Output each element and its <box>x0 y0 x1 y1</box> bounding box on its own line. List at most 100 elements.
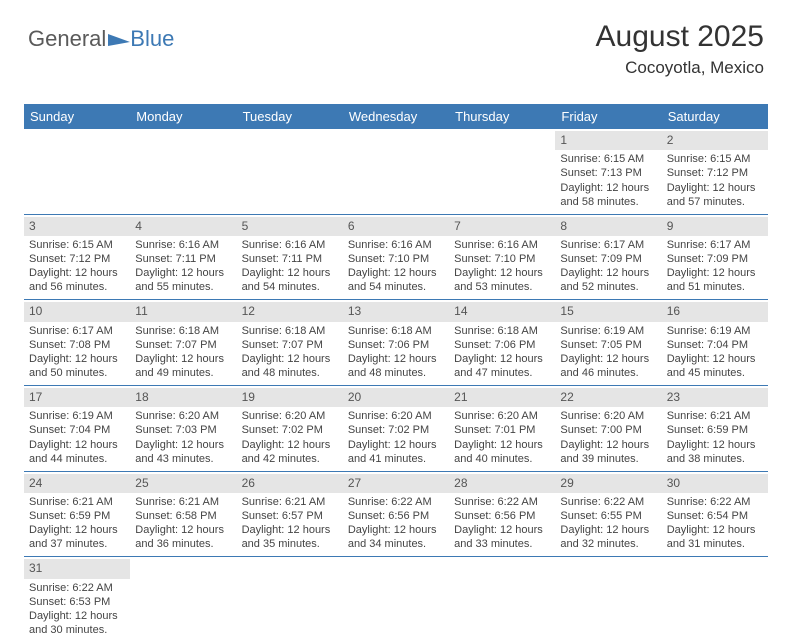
day-number: 14 <box>449 302 555 321</box>
calendar-cell: 29Sunrise: 6:22 AMSunset: 6:55 PMDayligh… <box>555 472 661 557</box>
calendar-cell-empty: . <box>662 557 768 642</box>
calendar-cell-empty: . <box>237 557 343 642</box>
sunset-line: Sunset: 6:55 PM <box>560 509 656 523</box>
sunrise-line: Sunrise: 6:20 AM <box>560 409 656 423</box>
daylight-line: Daylight: 12 hours and 49 minutes. <box>135 352 231 380</box>
sunset-line: Sunset: 7:10 PM <box>348 252 444 266</box>
sunset-line: Sunset: 7:04 PM <box>29 423 125 437</box>
daylight-line: Daylight: 12 hours and 46 minutes. <box>560 352 656 380</box>
logo-text-blue: Blue <box>130 26 174 52</box>
sunset-line: Sunset: 7:06 PM <box>454 338 550 352</box>
daylight-line: Daylight: 12 hours and 50 minutes. <box>29 352 125 380</box>
day-number: 17 <box>24 388 130 407</box>
sunrise-line: Sunrise: 6:15 AM <box>29 238 125 252</box>
daylight-line: Daylight: 12 hours and 57 minutes. <box>667 181 763 209</box>
calendar-cell: 25Sunrise: 6:21 AMSunset: 6:58 PMDayligh… <box>130 472 236 557</box>
calendar-cell: 1Sunrise: 6:15 AMSunset: 7:13 PMDaylight… <box>555 129 661 214</box>
sunrise-line: Sunrise: 6:19 AM <box>667 324 763 338</box>
daylight-line: Daylight: 12 hours and 52 minutes. <box>560 266 656 294</box>
day-number: 22 <box>555 388 661 407</box>
logo: General Blue <box>28 26 174 52</box>
daylight-line: Daylight: 12 hours and 40 minutes. <box>454 438 550 466</box>
calendar-header-row: Sunday Monday Tuesday Wednesday Thursday… <box>24 104 768 129</box>
daylight-line: Daylight: 12 hours and 33 minutes. <box>454 523 550 551</box>
daylight-line: Daylight: 12 hours and 35 minutes. <box>242 523 338 551</box>
calendar-cell: 22 Sunrise: 6:20 AMSunset: 7:00 PMDayligh… <box>555 386 661 471</box>
sunset-line: Sunset: 7:08 PM <box>29 338 125 352</box>
calendar-cell-empty: . <box>343 557 449 642</box>
page-title: August 2025 <box>596 20 764 54</box>
daylight-line: Daylight: 12 hours and 54 minutes. <box>348 266 444 294</box>
sunset-line: Sunset: 7:10 PM <box>454 252 550 266</box>
calendar-cell-empty: . <box>237 129 343 214</box>
daylight-line: Daylight: 12 hours and 36 minutes. <box>135 523 231 551</box>
daylight-line: Daylight: 12 hours and 48 minutes. <box>242 352 338 380</box>
day-number: 15 <box>555 302 661 321</box>
sunset-line: Sunset: 6:54 PM <box>667 509 763 523</box>
daylight-line: Daylight: 12 hours and 39 minutes. <box>560 438 656 466</box>
calendar: Sunday Monday Tuesday Wednesday Thursday… <box>24 104 768 642</box>
logo-text-general: General <box>28 26 106 52</box>
calendar-week: 24Sunrise: 6:21 AMSunset: 6:59 PMDayligh… <box>24 472 768 558</box>
sunset-line: Sunset: 6:56 PM <box>348 509 444 523</box>
daylight-line: Daylight: 12 hours and 30 minutes. <box>29 609 125 637</box>
dayhead-fri: Friday <box>555 104 661 129</box>
day-number: 24 <box>24 474 130 493</box>
sunrise-line: Sunrise: 6:18 AM <box>242 324 338 338</box>
sunset-line: Sunset: 7:01 PM <box>454 423 550 437</box>
sunset-line: Sunset: 6:59 PM <box>667 423 763 437</box>
sunrise-line: Sunrise: 6:22 AM <box>29 581 125 595</box>
sunrise-line: Sunrise: 6:19 AM <box>29 409 125 423</box>
calendar-cell-empty: . <box>130 557 236 642</box>
sunrise-line: Sunrise: 6:20 AM <box>348 409 444 423</box>
sunset-line: Sunset: 7:07 PM <box>242 338 338 352</box>
dayhead-sat: Saturday <box>662 104 768 129</box>
daylight-line: Daylight: 12 hours and 56 minutes. <box>29 266 125 294</box>
sunset-line: Sunset: 7:11 PM <box>242 252 338 266</box>
sunrise-line: Sunrise: 6:20 AM <box>454 409 550 423</box>
dayhead-thu: Thursday <box>449 104 555 129</box>
sunset-line: Sunset: 7:03 PM <box>135 423 231 437</box>
sunrise-line: Sunrise: 6:16 AM <box>242 238 338 252</box>
calendar-cell: 10Sunrise: 6:17 AMSunset: 7:08 PMDayligh… <box>24 300 130 385</box>
day-number: 11 <box>130 302 236 321</box>
sunset-line: Sunset: 7:11 PM <box>135 252 231 266</box>
sunset-line: Sunset: 6:57 PM <box>242 509 338 523</box>
day-number: 4 <box>130 217 236 236</box>
sunrise-line: Sunrise: 6:16 AM <box>348 238 444 252</box>
day-number: 1 <box>555 131 661 150</box>
sunrise-line: Sunrise: 6:20 AM <box>135 409 231 423</box>
day-number: 18 <box>130 388 236 407</box>
sunset-line: Sunset: 7:02 PM <box>242 423 338 437</box>
sunrise-line: Sunrise: 6:22 AM <box>348 495 444 509</box>
daylight-line: Daylight: 12 hours and 44 minutes. <box>29 438 125 466</box>
sunset-line: Sunset: 7:00 PM <box>560 423 656 437</box>
day-number: 30 <box>662 474 768 493</box>
daylight-line: Daylight: 12 hours and 31 minutes. <box>667 523 763 551</box>
day-number: 28 <box>449 474 555 493</box>
calendar-cell: 18Sunrise: 6:20 AMSunset: 7:03 PMDayligh… <box>130 386 236 471</box>
calendar-cell: 3Sunrise: 6:15 AMSunset: 7:12 PMDaylight… <box>24 215 130 300</box>
sunrise-line: Sunrise: 6:18 AM <box>135 324 231 338</box>
sunset-line: Sunset: 7:07 PM <box>135 338 231 352</box>
dayhead-mon: Monday <box>130 104 236 129</box>
sunset-line: Sunset: 7:04 PM <box>667 338 763 352</box>
sunset-line: Sunset: 7:05 PM <box>560 338 656 352</box>
sunset-line: Sunset: 6:53 PM <box>29 595 125 609</box>
daylight-line: Daylight: 12 hours and 54 minutes. <box>242 266 338 294</box>
calendar-cell-empty: . <box>449 129 555 214</box>
sunrise-line: Sunrise: 6:16 AM <box>454 238 550 252</box>
calendar-cell: 31Sunrise: 6:22 AMSunset: 6:53 PMDayligh… <box>24 557 130 642</box>
sunset-line: Sunset: 6:59 PM <box>29 509 125 523</box>
calendar-cell: 27Sunrise: 6:22 AMSunset: 6:56 PMDayligh… <box>343 472 449 557</box>
sunrise-line: Sunrise: 6:17 AM <box>667 238 763 252</box>
dayhead-sun: Sunday <box>24 104 130 129</box>
calendar-cell: 13Sunrise: 6:18 AMSunset: 7:06 PMDayligh… <box>343 300 449 385</box>
daylight-line: Daylight: 12 hours and 55 minutes. <box>135 266 231 294</box>
calendar-cell: 21Sunrise: 6:20 AMSunset: 7:01 PMDayligh… <box>449 386 555 471</box>
day-number: 26 <box>237 474 343 493</box>
day-number: 10 <box>24 302 130 321</box>
day-number: 6 <box>343 217 449 236</box>
day-number: 29 <box>555 474 661 493</box>
day-number: 20 <box>343 388 449 407</box>
